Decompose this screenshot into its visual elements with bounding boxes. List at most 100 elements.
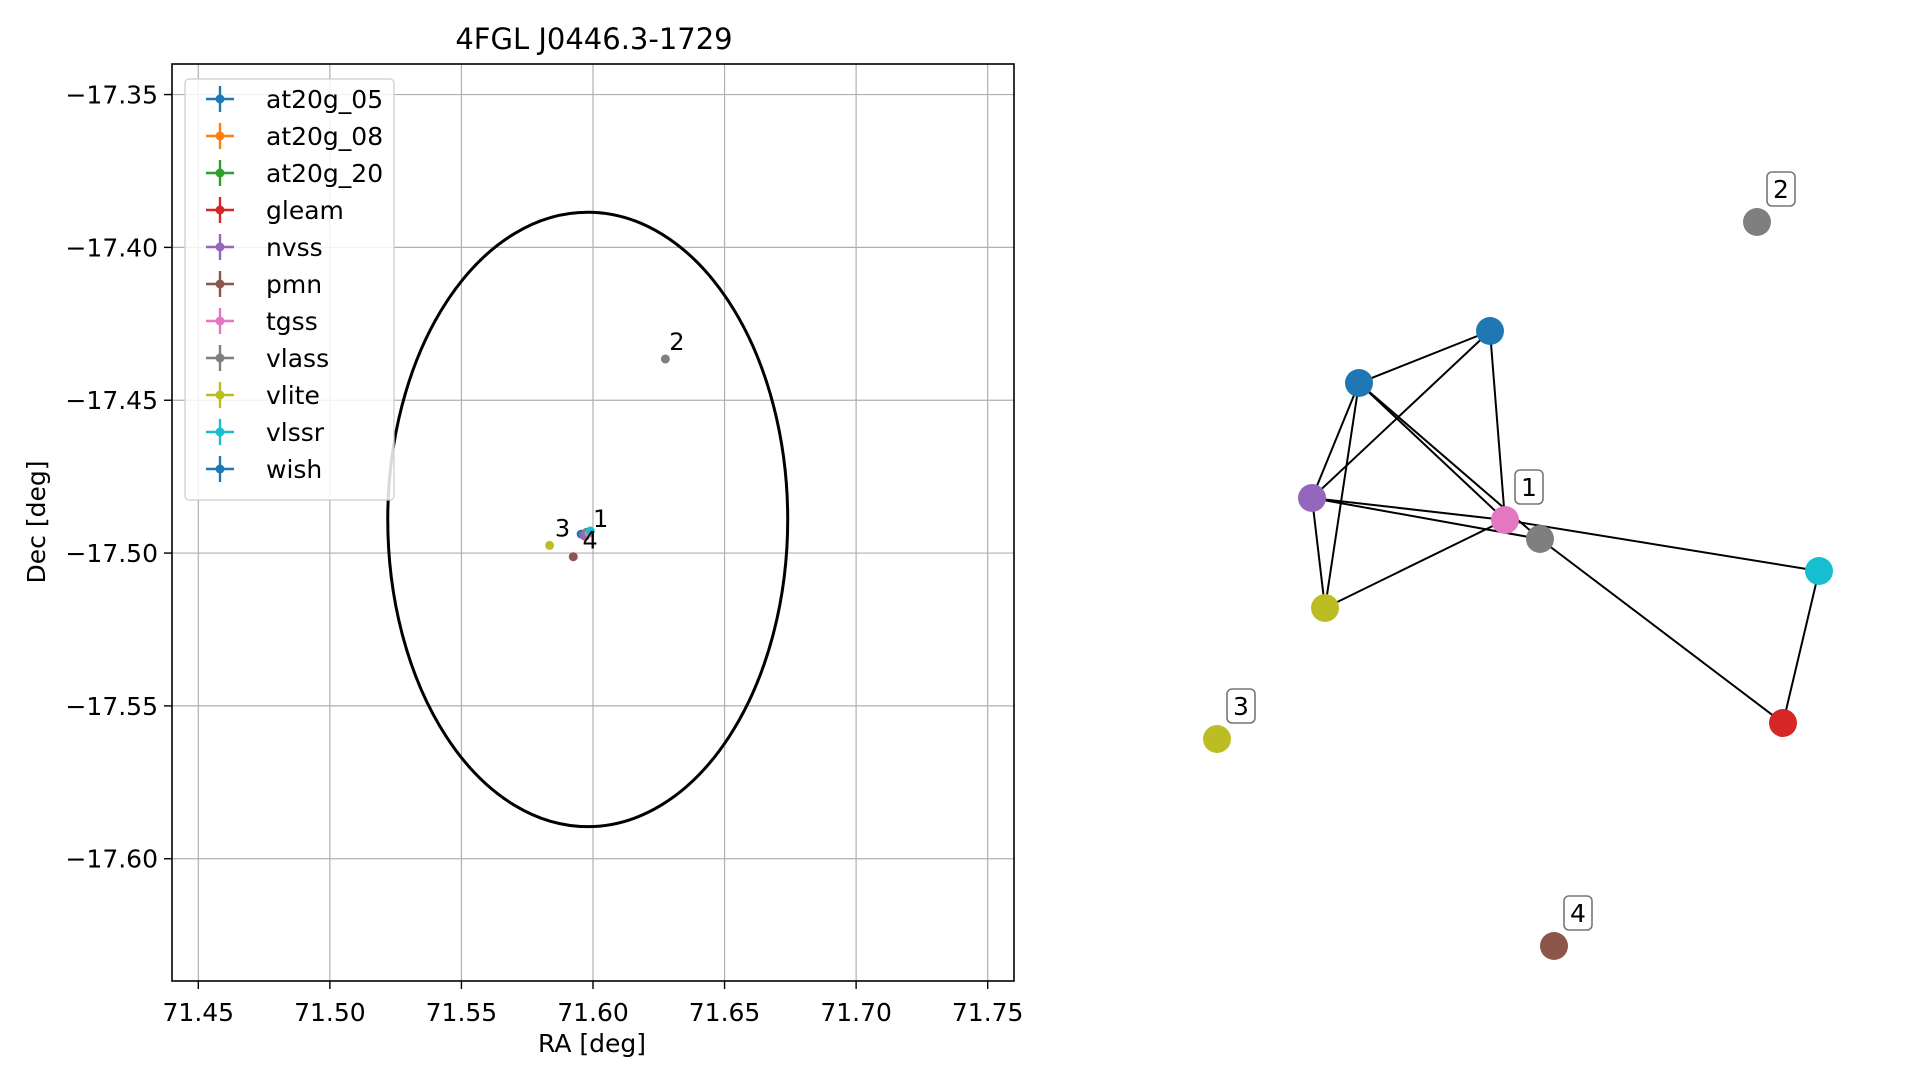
legend-item: gleam [206,196,344,225]
data-point [660,354,670,364]
network-edge [1311,382,1360,499]
grid [172,64,1014,981]
network-labels: 1 2 3 4 [1226,171,1796,931]
legend-box [184,78,395,501]
legend-label: vlass [266,344,329,373]
network-node [1203,725,1231,753]
legend-item: vlass [206,344,329,373]
point-annotation: 4 [582,526,597,554]
legend-marker [215,242,225,252]
legend-label: wish [266,455,322,484]
network-node-label: 4 [1570,899,1586,928]
x-axis-label: RA [deg] [538,1029,646,1058]
point-annotation: 3 [555,514,570,542]
legend-label: vlite [266,381,320,410]
x-tick-label: 71.75 [952,998,1024,1027]
chart-title: 4FGL J0446.3-1729 [455,22,732,56]
network-node [1298,484,1326,512]
legend-item: at20g_05 [206,85,383,114]
network-label-box [1563,895,1593,931]
network-node [1526,525,1554,553]
legend-marker [215,353,225,363]
legend-marker [215,131,225,141]
annotation-layer: 1 2 3 4 [555,328,685,555]
y-tick-label: −17.40 [65,233,158,262]
network-edge [1504,519,1820,572]
point-annotation: 2 [669,328,684,356]
y-tick-label: −17.55 [65,692,158,721]
legend-label: vlssr [266,418,325,447]
network-node-label: 1 [1521,473,1537,502]
legend-label: nvss [266,233,323,262]
legend-label: tgss [266,307,318,336]
y-axis-label: Dec [deg] [22,461,51,584]
legend-marker [215,316,225,326]
legend-marker [215,205,225,215]
y-tick-label: −17.60 [65,845,158,874]
network-edge [1311,497,1326,609]
axis-ticks: 71.45 71.50 71.55 71.60 71.65 71.70 71.75 −17.3… [65,81,1023,1027]
point-annotation: 1 [593,505,608,533]
y-tick-label: −17.50 [65,539,158,568]
legend-item: vlite [206,381,320,410]
network-label-box [1766,171,1796,207]
network-label-box [1226,688,1256,724]
legend-marker [215,390,225,400]
network-nodes [1203,208,1833,960]
network-node [1491,506,1519,534]
x-tick-label: 71.60 [557,998,629,1027]
network-node [1311,594,1339,622]
network-edge [1539,538,1784,724]
network-label-box [1514,469,1544,505]
network-edge [1311,497,1506,521]
network-node [1345,369,1373,397]
legend-marker [215,427,225,437]
x-tick-label: 71.70 [820,998,892,1027]
legend-item: at20g_20 [206,159,383,188]
network-node [1805,557,1833,585]
x-tick-label: 71.55 [426,998,498,1027]
legend-item: pmn [206,270,322,299]
network-node-label: 2 [1773,175,1789,204]
network-edge [1324,519,1506,609]
points-layer [545,354,670,562]
legend-item: wish [206,455,322,484]
network-node [1743,208,1771,236]
network-edge [1324,382,1360,609]
data-point [585,526,595,536]
uncertainty-ellipse-layer [386,210,790,829]
data-point [568,552,578,562]
legend-marker [215,168,225,178]
legend-item: tgss [206,307,318,336]
network-edges [1311,330,1820,724]
network-graph: 1 2 3 4 [1203,171,1833,960]
legend-marker [215,464,225,474]
legend-marker [215,94,225,104]
x-tick-label: 71.65 [689,998,761,1027]
network-edge [1782,570,1820,724]
data-point [545,540,555,550]
x-tick-label: 71.45 [163,998,235,1027]
network-edge [1489,330,1506,521]
network-node-label: 3 [1233,692,1249,721]
legend-marker [215,279,225,289]
legend-label: at20g_08 [266,122,383,151]
network-edge [1358,330,1491,384]
network-node [1476,317,1504,345]
legend-label: pmn [266,270,322,299]
legend-item: nvss [206,233,323,262]
network-node [1769,709,1797,737]
legend-label: at20g_05 [266,85,383,114]
legend-label: gleam [266,196,344,225]
network-edge [1311,330,1491,499]
legend-label: at20g_20 [266,159,383,188]
x-tick-label: 71.50 [294,998,366,1027]
legend-item: at20g_08 [206,122,383,151]
legend-item: vlssr [206,418,325,447]
network-edge [1358,382,1506,521]
y-tick-label: −17.35 [65,81,158,110]
uncertainty-ellipse [386,210,790,829]
y-tick-label: −17.45 [65,386,158,415]
